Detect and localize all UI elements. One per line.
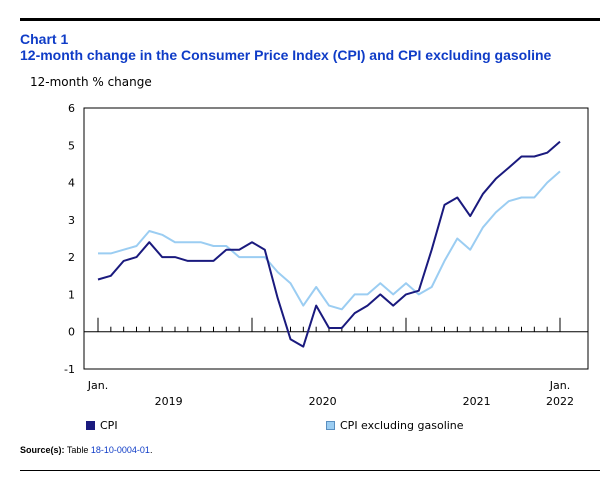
year-label: 2021 <box>463 395 491 408</box>
legend-label-cpi-ex-gas: CPI excluding gasoline <box>340 419 464 432</box>
y-tick-label: 0 <box>68 326 75 339</box>
source-note: Source(s): Table 18-10-0004-01. <box>20 445 152 455</box>
legend-item-cpi: CPI <box>86 419 118 432</box>
y-tick-label: -1 <box>64 363 75 376</box>
y-tick-label: 4 <box>68 177 75 190</box>
source-end: . <box>149 445 153 455</box>
year-label: 2022 <box>546 395 574 408</box>
y-tick-label: 2 <box>68 251 75 264</box>
legend-label-cpi: CPI <box>100 419 118 432</box>
year-label: 2019 <box>155 395 183 408</box>
source-table-link[interactable]: 18-10-0004-01 <box>90 445 150 455</box>
top-rule <box>20 18 600 21</box>
series-line-cpi <box>97 140 561 348</box>
x-end-label: Jan. <box>549 379 570 392</box>
y-tick-label: 6 <box>68 102 75 115</box>
year-label: 2020 <box>309 395 337 408</box>
legend-item-cpi-ex-gas: CPI excluding gasoline <box>326 419 464 432</box>
source-label: Source(s): <box>20 445 65 455</box>
plot-frame <box>83 107 589 370</box>
chart-title: 12-month change in the Consumer Price In… <box>20 47 552 63</box>
x-start-label: Jan. <box>87 379 108 392</box>
legend-swatch-cpi-ex-gas <box>326 421 335 430</box>
y-tick-label: 3 <box>68 214 75 227</box>
y-tick-label: 5 <box>68 139 75 152</box>
chart-number: Chart 1 <box>20 31 69 47</box>
bottom-rule <box>20 470 600 471</box>
legend-swatch-cpi <box>86 421 95 430</box>
y-tick-label: 1 <box>68 288 75 301</box>
y-axis-label: 12-month % change <box>30 75 152 89</box>
series-line-cpi-ex-gas <box>98 170 561 311</box>
source-text: Table <box>66 445 89 455</box>
